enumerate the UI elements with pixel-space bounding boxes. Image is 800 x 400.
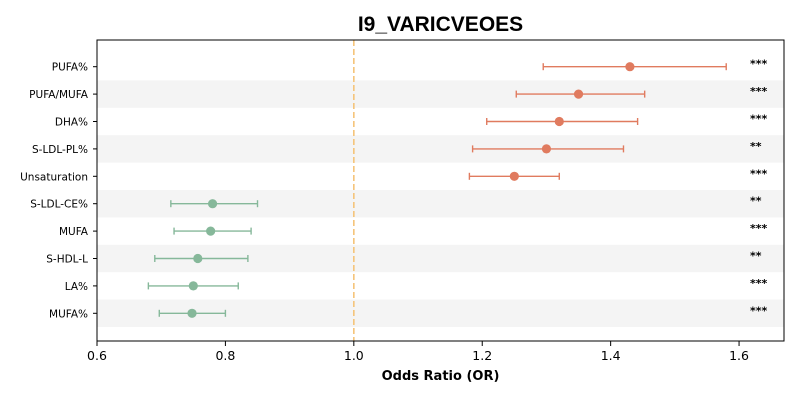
forest-row: S-LDL-PL% ** bbox=[32, 140, 762, 156]
forest-row: PUFA/MUFA *** bbox=[29, 85, 767, 101]
x-tick-label: 1.4 bbox=[601, 348, 621, 363]
category-label: MUFA bbox=[59, 226, 89, 238]
or-point bbox=[509, 171, 519, 181]
category-label: S-LDL-PL% bbox=[32, 144, 88, 156]
forest-row: DHA% *** bbox=[55, 113, 768, 129]
x-tick-label: 1.2 bbox=[472, 348, 492, 363]
forest-row: S-LDL-CE% ** bbox=[30, 195, 762, 211]
or-point bbox=[554, 116, 564, 127]
x-tick-label: 1.0 bbox=[344, 348, 364, 363]
significance-label: *** bbox=[750, 222, 768, 235]
significance-label: ** bbox=[750, 195, 762, 208]
forest-row: Unsaturation *** bbox=[20, 167, 767, 183]
significance-label: *** bbox=[750, 167, 768, 180]
category-label: Unsaturation bbox=[20, 171, 88, 183]
significance-label: *** bbox=[750, 113, 768, 126]
forest-row: MUFA% *** bbox=[49, 304, 767, 320]
category-label: DHA% bbox=[55, 117, 88, 129]
plot-frame bbox=[96, 39, 785, 342]
or-point bbox=[625, 62, 635, 72]
row-band bbox=[97, 135, 784, 163]
x-tick-label: 1.6 bbox=[729, 348, 749, 363]
category-label: S-HDL-L bbox=[46, 254, 88, 266]
x-tick-label: 0.6 bbox=[87, 348, 107, 363]
category-label: LA% bbox=[65, 281, 88, 293]
significance-label: *** bbox=[750, 277, 768, 290]
or-point bbox=[541, 144, 552, 154]
category-label: PUFA% bbox=[52, 62, 88, 74]
significance-label: *** bbox=[750, 85, 768, 98]
significance-label: *** bbox=[750, 58, 768, 71]
category-label: PUFA/MUFA bbox=[29, 89, 89, 101]
x-axis-ticks: 0.6 0.8 1.0 1.2 1.4 1.6 bbox=[87, 341, 749, 363]
or-point bbox=[188, 281, 198, 291]
x-axis-label: Odds Ratio (OR) bbox=[382, 369, 500, 384]
row-band bbox=[97, 80, 784, 108]
forest-row: PUFA% *** bbox=[52, 58, 768, 74]
forest-row: LA% *** bbox=[65, 277, 768, 293]
or-point bbox=[573, 89, 584, 99]
forest-row: MUFA *** bbox=[59, 222, 768, 238]
or-point bbox=[193, 253, 203, 264]
or-point bbox=[206, 226, 216, 236]
or-point bbox=[207, 199, 218, 209]
forest-row: S-HDL-L ** bbox=[46, 250, 762, 266]
significance-label: *** bbox=[750, 304, 768, 317]
chart-title: I9_VARICVEOES bbox=[358, 13, 523, 36]
significance-label: ** bbox=[750, 140, 762, 153]
category-label: S-LDL-CE% bbox=[30, 199, 88, 211]
significance-label: ** bbox=[750, 250, 762, 263]
or-point bbox=[187, 308, 197, 318]
category-label: MUFA% bbox=[49, 308, 88, 320]
x-tick-label: 0.8 bbox=[215, 348, 235, 363]
data-rows: PUFA% *** PUFA/MUFA *** DHA% *** S-LDL-PL% ** Un… bbox=[20, 58, 767, 321]
